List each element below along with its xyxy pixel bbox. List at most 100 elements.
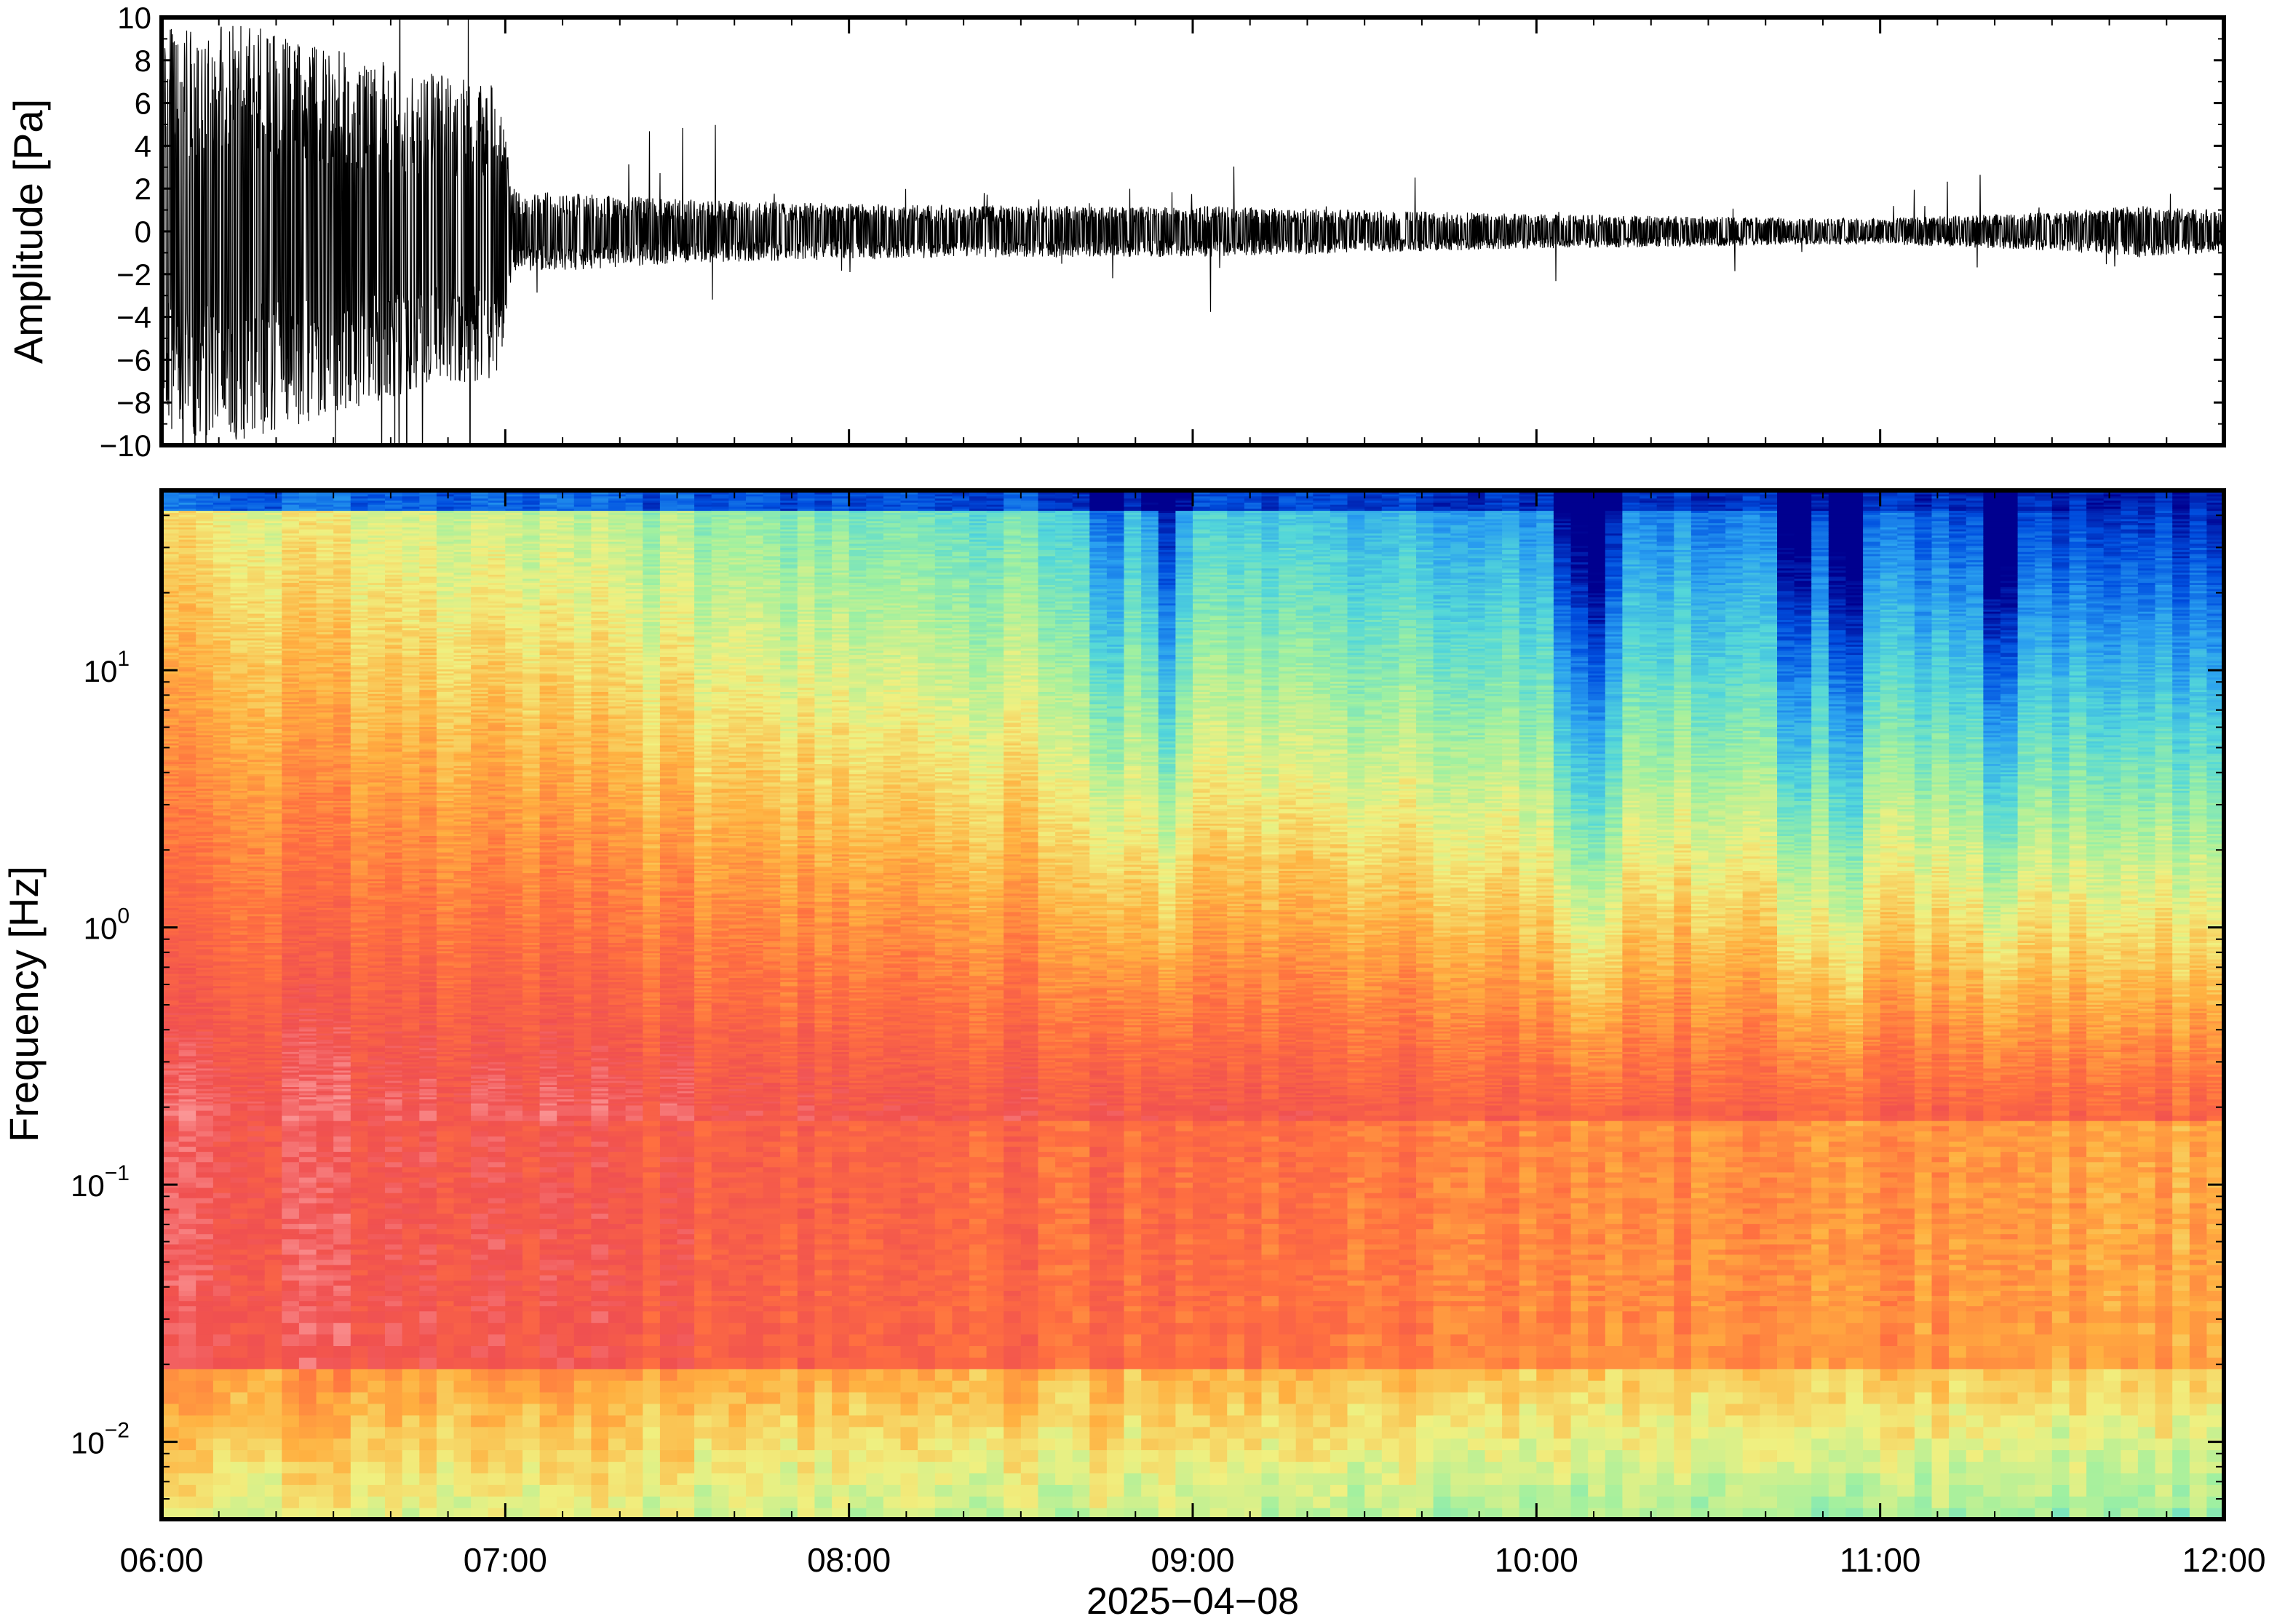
spectrogram-cell: [213, 1167, 231, 1173]
spectrogram-cell: [231, 1146, 248, 1152]
spectrogram-cell: [231, 1473, 248, 1485]
spectrogram-cell: [179, 531, 196, 533]
spectrogram-cell: [162, 1157, 179, 1163]
spectrogram-cell: [265, 583, 282, 585]
spectrogram-cell: [265, 693, 282, 696]
waveform-y-tick-label: −8: [116, 386, 151, 420]
spectrogram-cell: [247, 680, 265, 682]
spectrogram-cell: [247, 1046, 265, 1048]
spectrogram-cell: [247, 1105, 265, 1111]
spectrogram-cell: [213, 1126, 231, 1131]
spectrogram-cell: [247, 891, 265, 893]
spectrogram-cell: [247, 1162, 265, 1168]
spectrogram-cell: [179, 825, 196, 827]
spectrogram-cell: [162, 877, 179, 879]
spectrogram-cell: [213, 1438, 231, 1451]
spectrogram-cell: [179, 1334, 196, 1347]
spectrogram-cell: [265, 988, 282, 990]
spectrogram-cell: [196, 922, 213, 924]
spectrogram-cell: [196, 1182, 213, 1188]
spectrogram-cell: [162, 1323, 179, 1335]
spectrogram-cell: [265, 1415, 282, 1428]
spectrogram-cell: [247, 1218, 265, 1224]
spectrogram-cell: [179, 562, 196, 564]
spectrogram-cell: [265, 1345, 282, 1358]
spectrogram-cell: [162, 891, 179, 893]
spectrogram-cell: [231, 665, 248, 667]
spectrogram-cell: [265, 856, 282, 859]
spectrogram-cell: [213, 760, 231, 762]
spectrogram-cell: [282, 1296, 299, 1302]
spectrogram-cell: [196, 1285, 213, 1291]
spectrogram-cell: [213, 1311, 231, 1324]
spectrogram-cell: [162, 1249, 179, 1255]
spectrogram-cell: [179, 1198, 196, 1203]
spectrogram-cell: [162, 628, 179, 630]
spectrogram-cell: [179, 1473, 196, 1485]
spectrogram-cell: [282, 1115, 299, 1121]
spectrogram-cell: [282, 1198, 299, 1203]
spectrogram-cell: [247, 753, 265, 755]
spectrogram-cell: [196, 680, 213, 682]
spectrogram-cell: [265, 548, 282, 550]
spectrogram-cell: [282, 928, 299, 931]
spectrogram-cell: [196, 1157, 213, 1163]
spectrogram-cell: [179, 1011, 196, 1013]
spectrogram-cell: [179, 1126, 196, 1131]
spectrogram-cell: [162, 1404, 179, 1416]
spectrogram-cell: [196, 1141, 213, 1147]
spectrogram-cell: [231, 1208, 248, 1214]
spectrogram-cell: [231, 805, 248, 807]
spectrogram-cell: [247, 1076, 265, 1078]
spectrogram-cell: [265, 1369, 282, 1381]
spectrogram-cell: [179, 819, 196, 821]
spectrogram-cell: [162, 834, 179, 836]
spectrogram-cell: [247, 1003, 265, 1005]
spectrogram-cell: [265, 576, 282, 578]
spectrogram-cell: [231, 531, 248, 533]
spectrogram-cell: [213, 877, 231, 879]
spectrogram-cell: [265, 531, 282, 533]
spectrogram-cell: [213, 1450, 231, 1462]
spectrogram-cell: [196, 656, 213, 658]
spectrogram-cell: [265, 1404, 282, 1416]
spectrogram-cell: [265, 1296, 282, 1302]
spectrogram-cell: [231, 1392, 248, 1404]
spectrogram-cell: [231, 731, 248, 733]
spectrogram-cell: [179, 877, 196, 879]
spectrogram-cell: [231, 1003, 248, 1005]
spectrogram-cell: [282, 1311, 299, 1324]
spectrogram-cell: [247, 1039, 265, 1041]
spectrogram-cell: [196, 871, 213, 873]
spectrogram-cell: [265, 979, 282, 982]
spectrogram-cell: [213, 599, 231, 601]
spectrogram-cell: [162, 943, 179, 945]
spectrogram-cell: [196, 1198, 213, 1203]
spectrogram-cell: [196, 737, 213, 739]
spectrogram-cell: [213, 1208, 231, 1214]
spectrogram-cell: [231, 1229, 248, 1235]
spectrogram-cell: [282, 1016, 299, 1019]
spectrogram-cell: [247, 760, 265, 762]
spectrogram-cell: [282, 1136, 299, 1142]
spectrogram-cell: [179, 988, 196, 990]
spectrogram-cell: [162, 885, 179, 887]
spectrogram-cell: [247, 702, 265, 704]
spectrogram-cell: [162, 525, 179, 527]
spectrogram-cell: [213, 1392, 231, 1404]
spectrogram-cell: [179, 1152, 196, 1158]
spectrogram-cell: [179, 1438, 196, 1451]
spectrogram-cell: [196, 1091, 213, 1093]
spectrogram-cell: [247, 1244, 265, 1250]
spectrogram-cell: [265, 1126, 282, 1131]
spectrogram-cell: [196, 605, 213, 608]
spectrogram-cell: [162, 1369, 179, 1381]
spectrogram-cell: [282, 1270, 299, 1275]
spectrogram-cell: [265, 928, 282, 931]
spectrogram-cell: [196, 1244, 213, 1250]
spectrogram-cell: [162, 774, 179, 776]
spectrogram-cell: [231, 943, 248, 945]
spectrogram-cell: [179, 848, 196, 850]
spectrogram-cell: [213, 554, 231, 556]
spectrogram-cell: [231, 1011, 248, 1013]
